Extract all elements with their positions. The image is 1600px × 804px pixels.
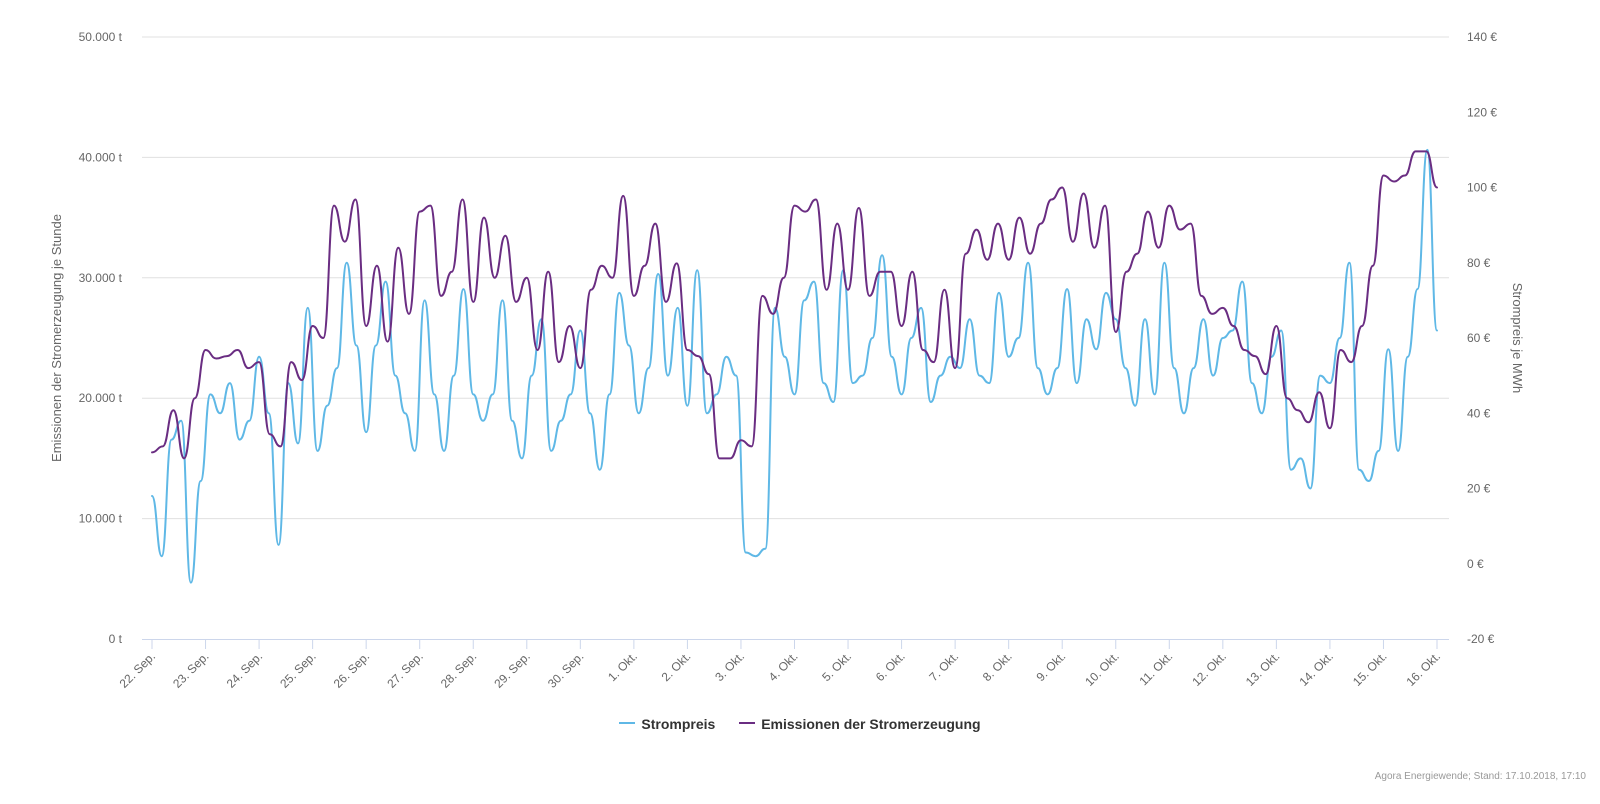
x-tick-label: 14. Okt. xyxy=(1296,649,1336,689)
x-tick-label: 23. Sep. xyxy=(170,649,212,691)
x-tick-label: 9. Okt. xyxy=(1033,649,1068,684)
y-left-tick-label: 40.000 t xyxy=(79,150,123,164)
x-tick-label: 15. Okt. xyxy=(1350,649,1390,689)
x-tick-label: 26. Sep. xyxy=(331,649,373,691)
y-right-tick-label: 80 € xyxy=(1467,256,1491,270)
y-right-tick-label: 0 € xyxy=(1467,557,1484,571)
x-tick-label: 30. Sep. xyxy=(545,649,587,691)
x-tick-label: 28. Sep. xyxy=(438,649,480,691)
y-left-tick-label: 10.000 t xyxy=(79,512,123,526)
x-tick-label: 12. Okt. xyxy=(1189,649,1229,689)
y-axis-left-title: Emissionen der Stromerzeugung je Stunde xyxy=(49,214,64,462)
y-axis-right: -20 € 0 € 20 € 40 € 60 € 80 € 100 € 120 € 140 € xyxy=(1467,30,1497,646)
y-left-tick-label: 0 t xyxy=(109,632,123,646)
x-tick-label: 10. Okt. xyxy=(1082,649,1122,689)
y-right-tick-label: 140 € xyxy=(1467,30,1497,44)
y-right-tick-label: 60 € xyxy=(1467,331,1491,345)
x-tick-label: 25. Sep. xyxy=(277,649,319,691)
x-tick-label: 5. Okt. xyxy=(819,649,854,684)
x-tick-label: 6. Okt. xyxy=(873,649,908,684)
y-right-tick-label: 40 € xyxy=(1467,406,1491,420)
series-group xyxy=(151,148,1438,584)
legend: Strompreis Emissionen der Stromerzeugung xyxy=(0,716,1600,732)
y-axis-left: 0 t 10.000 t 20.000 t 30.000 t 40.000 t 50.00… xyxy=(79,30,123,646)
legend-swatch-emissionen xyxy=(739,722,756,725)
legend-label-strompreis: Strompreis xyxy=(641,716,716,732)
legend-swatch-strompreis xyxy=(619,722,636,725)
x-tick-label: 8. Okt. xyxy=(980,649,1015,684)
x-tick-label: 1. Okt. xyxy=(605,649,640,684)
y-right-tick-label: 120 € xyxy=(1467,105,1497,119)
legend-label-emissionen: Emissionen der Stromerzeugung xyxy=(761,716,981,732)
y-left-tick-label: 50.000 t xyxy=(79,30,123,44)
x-tick-label: 22. Sep. xyxy=(117,649,159,691)
y-right-tick-label: -20 € xyxy=(1467,632,1495,646)
y-left-tick-label: 30.000 t xyxy=(79,271,123,285)
series-line-emissionen[interactable] xyxy=(151,150,1438,460)
y-right-tick-label: 20 € xyxy=(1467,482,1491,496)
legend-item-strompreis[interactable]: Strompreis xyxy=(619,716,715,732)
x-tick-label: 7. Okt. xyxy=(926,649,961,684)
x-tick-label: 29. Sep. xyxy=(491,649,533,691)
y-axis-right-title: Strompreis je MWh xyxy=(1510,283,1525,394)
x-tick-label: 16. Okt. xyxy=(1404,649,1444,689)
x-tick-label: 13. Okt. xyxy=(1243,649,1283,689)
series-line-strompreis[interactable] xyxy=(151,148,1438,584)
x-tick-label: 4. Okt. xyxy=(766,649,801,684)
x-axis: 22. Sep. 23. Sep. 24. Sep. 25. Sep. 26. Sep.… xyxy=(117,639,1449,691)
x-tick-label: 3. Okt. xyxy=(712,649,747,684)
y-left-tick-label: 20.000 t xyxy=(79,391,123,405)
x-tick-label: 2. Okt. xyxy=(659,649,694,684)
legend-item-emissionen[interactable]: Emissionen der Stromerzeugung xyxy=(739,716,981,732)
x-tick-label: 27. Sep. xyxy=(384,649,426,691)
y-right-tick-label: 100 € xyxy=(1467,181,1497,195)
x-tick-label: 11. Okt. xyxy=(1136,649,1175,688)
gridlines xyxy=(142,36,1449,520)
x-tick-label: 24. Sep. xyxy=(224,649,266,691)
source-credit: Agora Energiewende; Stand: 17.10.2018, 1… xyxy=(1374,771,1586,782)
